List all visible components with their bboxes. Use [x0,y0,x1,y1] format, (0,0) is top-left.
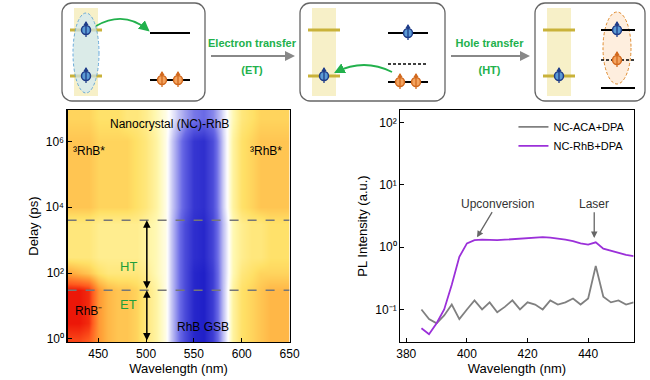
svg-text:Upconversion: Upconversion [461,197,534,211]
svg-text:Nanocrystal (NC)-RhB: Nanocrystal (NC)-RhB [110,117,229,131]
svg-text:NC-ACA+DPA: NC-ACA+DPA [553,121,624,133]
svg-text:RhB GSB: RhB GSB [177,320,229,334]
svg-text:550: 550 [184,347,204,361]
svg-text:ET: ET [120,297,137,312]
svg-text:PL Intensity (a.u.): PL Intensity (a.u.) [355,175,370,276]
svg-text:Wavelength (nm): Wavelength (nm) [129,361,228,376]
svg-text:380: 380 [396,347,416,361]
svg-text:440: 440 [578,347,598,361]
svg-text:Delay (ps): Delay (ps) [26,196,41,255]
svg-text:650: 650 [280,347,300,361]
svg-text:(ET): (ET) [241,64,263,76]
svg-text:10⁻¹: 10⁻¹ [375,303,396,317]
svg-text:400: 400 [457,347,477,361]
svg-text:³RhB*: ³RhB* [250,144,282,158]
svg-text:Laser: Laser [579,197,609,211]
svg-text:10⁴: 10⁴ [45,200,64,214]
svg-text:420: 420 [518,347,538,361]
svg-text:Wavelength (nm): Wavelength (nm) [468,361,567,376]
svg-text:10²: 10² [47,266,64,280]
svg-text:500: 500 [136,347,156,361]
svg-text:10²: 10² [379,116,396,130]
svg-text:Hole transfer: Hole transfer [456,37,525,49]
svg-text:10¹: 10¹ [379,178,396,192]
svg-text:(HT): (HT) [479,64,501,76]
svg-text:RhB⁻: RhB⁻ [75,304,102,318]
svg-text:450: 450 [88,347,108,361]
svg-text:10⁰: 10⁰ [47,332,64,346]
svg-text:10⁰: 10⁰ [379,240,396,254]
svg-text:³RhB*: ³RhB* [73,144,105,158]
svg-text:10⁶: 10⁶ [46,135,64,149]
svg-text:600: 600 [232,347,252,361]
svg-text:NC-RhB+DPA: NC-RhB+DPA [553,140,623,152]
svg-text:Electron transfer: Electron transfer [208,37,297,49]
svg-text:HT: HT [120,259,137,274]
